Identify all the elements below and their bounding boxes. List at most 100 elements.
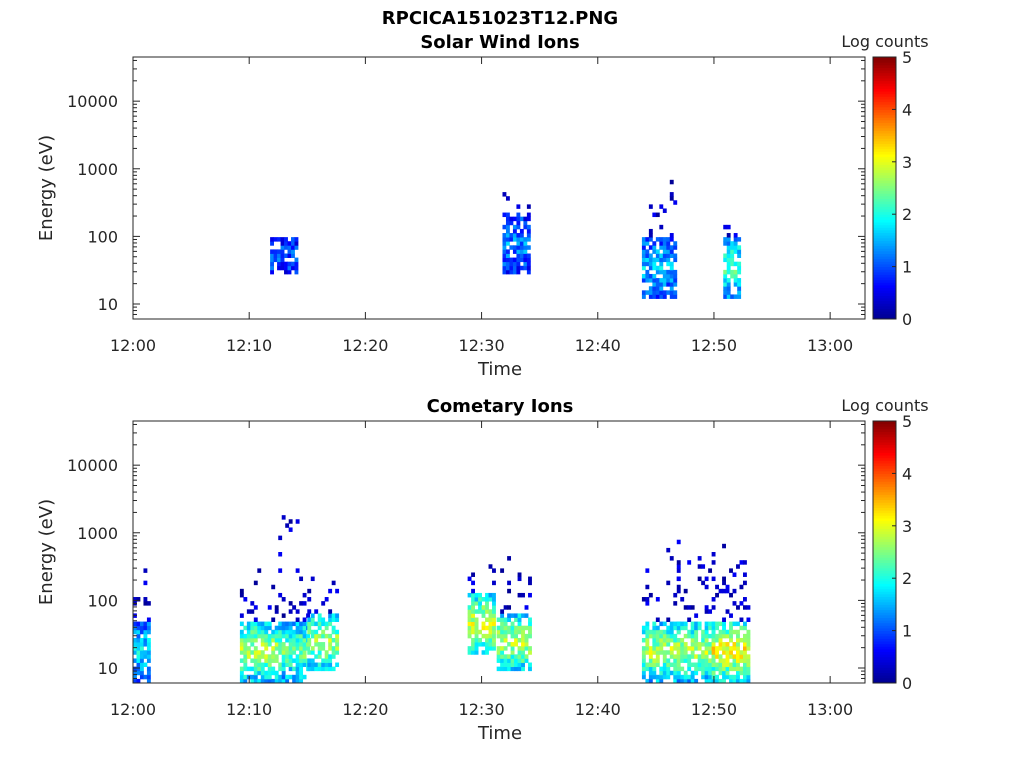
heatmap-cell <box>648 629 653 635</box>
heatmap-cell <box>715 646 719 651</box>
heatmap-cell <box>708 633 713 639</box>
heatmap-cell <box>648 265 653 271</box>
heatmap-cell <box>641 273 646 279</box>
heatmap-cell <box>321 646 326 651</box>
heatmap-cell <box>659 674 664 680</box>
heatmap-cell <box>519 249 524 254</box>
heatmap-cell <box>662 237 667 242</box>
heatmap-cell <box>516 261 521 267</box>
heatmap-cell <box>253 625 258 631</box>
heatmap-cell <box>505 212 510 218</box>
heatmap-cell <box>271 650 276 655</box>
colorbar-segment <box>873 201 896 205</box>
heatmap-cell <box>133 642 137 647</box>
colorbar-segment <box>873 672 896 676</box>
colorbar-segment <box>873 308 896 312</box>
colorbar-segment <box>873 502 896 506</box>
heatmap-cell <box>666 273 671 279</box>
heatmap-cell <box>676 625 681 631</box>
colorbar-segment <box>873 617 896 621</box>
heatmap-cell <box>310 613 315 618</box>
heatmap-cell <box>281 633 286 639</box>
heatmap-cell <box>264 654 269 659</box>
heatmap-cell <box>669 179 674 185</box>
colorbar-segment <box>873 153 896 158</box>
heatmap-cell <box>246 609 251 614</box>
heatmap-cell <box>467 592 472 598</box>
heatmap-cell <box>264 642 269 647</box>
heatmap-cell <box>739 666 744 672</box>
heatmap-cell <box>666 637 671 643</box>
heatmap-cell <box>652 650 657 655</box>
colorbar-segment <box>873 460 896 464</box>
heatmap-cell <box>471 621 475 627</box>
heatmap-cell <box>666 241 671 246</box>
heatmap-cell <box>725 588 730 594</box>
heatmap-cell <box>505 196 510 201</box>
heatmap-cell <box>471 617 475 622</box>
heatmap-cell <box>510 642 515 647</box>
heatmap-cell <box>512 257 517 263</box>
heatmap-cell <box>676 637 681 643</box>
colorbar-segment <box>873 483 896 487</box>
heatmap-cell <box>743 625 747 631</box>
heatmap-cell <box>492 625 496 631</box>
plot-area-frame <box>132 420 866 684</box>
heatmap-cell <box>729 662 733 668</box>
heatmap-cell <box>307 597 312 602</box>
heatmap-cell <box>739 654 744 659</box>
heatmap-cell <box>507 658 512 663</box>
heatmap-cell <box>733 237 738 242</box>
heatmap-cell <box>723 282 728 287</box>
colorbar-segment <box>873 604 896 608</box>
heatmap-cell <box>704 642 709 647</box>
heatmap-cell <box>690 654 695 659</box>
heatmap-cell <box>694 613 699 618</box>
heatmap-cell <box>502 241 507 246</box>
heatmap-cell <box>299 625 304 631</box>
heatmap-cell <box>253 666 258 672</box>
heatmap-cell <box>743 646 747 651</box>
heatmap-cell <box>317 621 322 627</box>
heatmap-cell <box>659 241 664 246</box>
heatmap-cell <box>278 629 283 635</box>
heatmap-cell <box>673 269 678 275</box>
heatmap-cell <box>503 629 508 635</box>
heatmap-cell <box>288 527 293 532</box>
heatmap-cell <box>645 249 650 254</box>
heatmap-cell <box>280 249 285 254</box>
heatmap-cell <box>645 290 650 295</box>
heatmap-cell <box>299 642 304 647</box>
colorbar-tick-label: 5 <box>902 412 912 431</box>
heatmap-cell <box>310 658 315 663</box>
heatmap-cell <box>683 588 688 594</box>
heatmap-cell <box>471 605 475 610</box>
heatmap-cell <box>496 633 501 639</box>
heatmap-cell <box>257 678 262 684</box>
heatmap-cell <box>732 646 737 651</box>
heatmap-cell <box>239 613 244 618</box>
heatmap-cell <box>328 666 333 672</box>
heatmap-cell <box>726 286 731 291</box>
heatmap-cell <box>139 629 144 635</box>
heatmap-cells <box>270 179 742 299</box>
heatmap-cell <box>267 642 272 647</box>
heatmap-cell <box>704 646 709 651</box>
heatmap-cell <box>264 658 269 663</box>
heatmap-cell <box>133 674 137 680</box>
heatmap-cell <box>136 629 141 635</box>
heatmap-cell <box>659 678 664 684</box>
heatmap-cell <box>250 650 255 655</box>
heatmap-cell <box>662 241 667 246</box>
heatmap-cell <box>673 245 678 250</box>
heatmap-cell <box>136 662 141 668</box>
heatmap-cell <box>711 605 716 610</box>
heatmap-cell <box>708 642 713 647</box>
heatmap-cell <box>143 654 148 659</box>
heatmap-cell <box>328 654 333 659</box>
heatmap-cell <box>505 228 510 234</box>
heatmap-cell <box>652 286 657 291</box>
heatmap-cell <box>519 216 524 222</box>
heatmap-cell <box>267 662 272 668</box>
heatmap-cell <box>314 637 319 643</box>
